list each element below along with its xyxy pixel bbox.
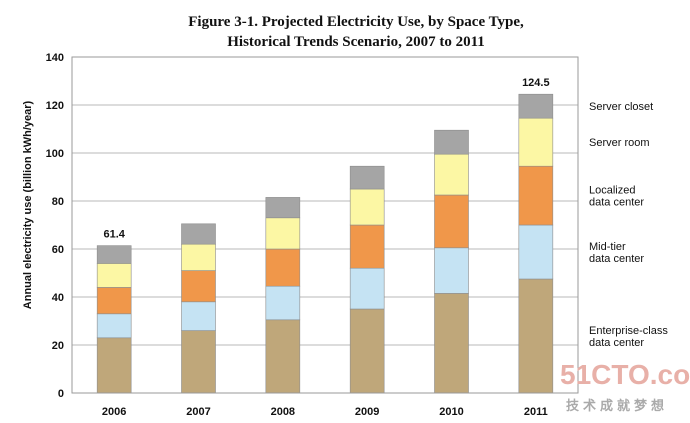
chart-title-line2: Historical Trends Scenario, 2007 to 2011 — [227, 34, 485, 50]
bar-segment — [349, 224, 385, 269]
y-tick-label: 80 — [52, 196, 64, 208]
x-tick-label: 2011 — [524, 406, 548, 418]
bar-segment — [181, 301, 216, 331]
bar-segment — [96, 245, 132, 264]
y-tick-label: 100 — [46, 148, 64, 160]
bar-segment — [181, 330, 216, 394]
bar-segment — [96, 313, 132, 339]
legend-item: Server closet — [589, 101, 653, 113]
watermark-main: 51CTO.com — [560, 359, 690, 390]
bars: 61.4 124.5 — [96, 77, 554, 394]
y-tick-label: 20 — [52, 340, 64, 352]
watermark: 51CTO.com 技术成就梦想 — [560, 359, 690, 414]
bar-segment — [181, 243, 216, 271]
y-tick-label: 120 — [46, 100, 64, 112]
legend-item: Enterprise-class data center — [589, 325, 668, 349]
legend-item: Mid-tier data center — [589, 241, 644, 265]
bar-segment — [349, 165, 385, 190]
y-tick-label: 60 — [52, 244, 64, 256]
chart-title-line1: Figure 3-1. Projected Electricity Use, b… — [188, 14, 524, 30]
data-label: 124.5 — [522, 77, 550, 89]
bar-segment — [265, 319, 301, 394]
legend-item: Localized data center — [589, 185, 644, 209]
bar-segment — [434, 247, 469, 294]
x-tick-label: 2010 — [439, 406, 463, 418]
bar-segment — [434, 153, 469, 196]
legend: Enterprise-class data center Mid-tier data … — [589, 101, 668, 349]
y-tick-label: 40 — [52, 292, 64, 304]
bar-segment — [518, 93, 554, 119]
bar-segment — [349, 267, 385, 310]
bar-segment — [181, 270, 216, 303]
x-tick-label: 2008 — [271, 406, 295, 418]
bar-segment — [265, 285, 301, 321]
bar-segment — [434, 194, 469, 249]
bar-segment — [265, 197, 301, 219]
bar-segment — [518, 278, 554, 394]
bar-segment — [518, 165, 554, 226]
x-tick-label: 2007 — [186, 406, 210, 418]
y-axis-label: Annual electricity use (billion kWh/year… — [22, 100, 34, 309]
x-tick-label: 2009 — [355, 406, 379, 418]
axes: 0 20 40 60 80 100 120 140 2006 2007 2008 2009 2010 20… — [46, 52, 579, 418]
bar-segment — [181, 223, 216, 245]
bar-segment — [96, 287, 132, 315]
watermark-sub: 技术成就梦想 — [566, 398, 668, 414]
x-tick-label: 2006 — [102, 406, 126, 418]
bar-segment — [265, 217, 301, 250]
bar-segment — [96, 263, 132, 288]
bar-segment — [265, 248, 301, 287]
legend-item: Server room — [589, 137, 650, 149]
bar-segment — [96, 337, 132, 394]
y-tick-label: 140 — [46, 52, 64, 64]
plot-frame — [71, 56, 579, 394]
grid — [72, 104, 578, 346]
y-tick-label: 0 — [58, 388, 64, 400]
bar-segment — [518, 224, 554, 280]
bar-segment — [518, 117, 554, 167]
bar-segment — [434, 293, 469, 394]
bar-segment — [349, 188, 385, 226]
bar-segment — [434, 129, 469, 155]
data-label: 61.4 — [103, 229, 125, 241]
bar-segment — [349, 308, 385, 394]
